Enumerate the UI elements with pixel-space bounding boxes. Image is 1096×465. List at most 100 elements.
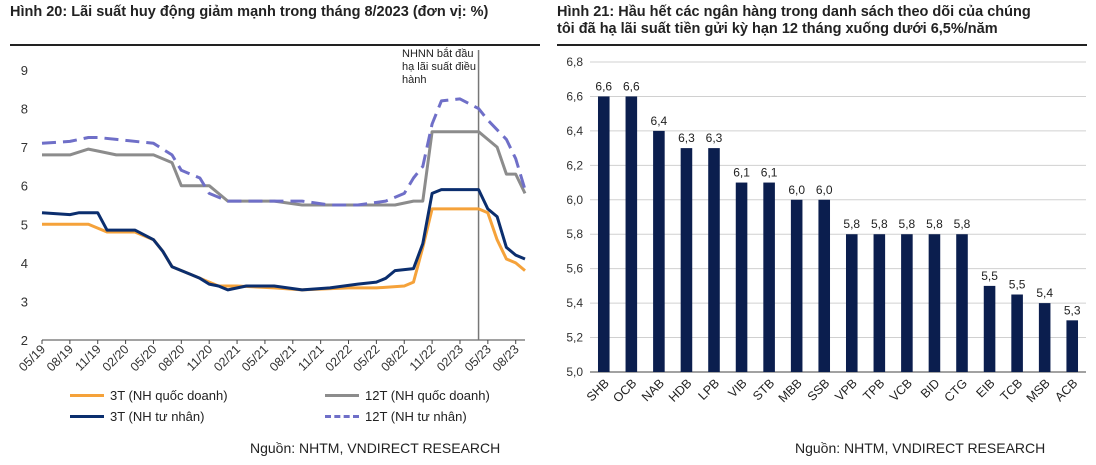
bar-category-label: VCB	[887, 376, 915, 404]
right-y-tick-label: 6,6	[566, 89, 583, 103]
bar-category-label: SHB	[584, 376, 612, 404]
bar-value-label: 5,3	[1064, 303, 1081, 317]
policy-annotation-line: NHNN bắt đầu	[402, 47, 474, 60]
left-x-tick-label: 02/23	[434, 342, 466, 374]
bar-acb	[1066, 320, 1079, 372]
bar-category-label: EIB	[974, 376, 998, 400]
right-y-tick-label: 6,4	[566, 124, 583, 138]
bar-value-label: 5,8	[899, 217, 916, 231]
policy-annotation-line: hành	[402, 74, 426, 86]
bar-value-label: 6,0	[788, 183, 805, 197]
bar-category-label: VPB	[832, 376, 860, 404]
left-x-tick-label: 05/23	[462, 342, 494, 374]
left-x-tick-label: 05/21	[239, 342, 271, 374]
bar-value-label: 6,4	[651, 114, 668, 128]
left-legend: 3T (NH quốc doanh) 12T (NH quốc doanh) 3…	[0, 388, 540, 438]
right-source: Nguồn: NHTM, VNDIRECT RESEARCH	[795, 440, 1046, 456]
bar-category-label: STB	[750, 376, 777, 403]
left-source: Nguồn: NHTM, VNDIRECT RESEARCH	[250, 440, 501, 456]
right-y-tick-label: 6,0	[566, 193, 583, 207]
legend-swatch-12t-tu-nhan	[325, 415, 359, 418]
left-line-chart: 2345678905/1908/1911/1902/2005/2008/2011…	[16, 47, 527, 374]
bar-value-label: 6,6	[595, 79, 612, 93]
bar-ssb	[818, 199, 831, 372]
bar-value-label: 5,5	[981, 269, 998, 283]
right-y-tick-label: 5,0	[566, 365, 583, 379]
bar-value-label: 5,8	[926, 217, 943, 231]
legend-item-3t-quoc-doanh: 3T (NH quốc doanh)	[70, 388, 228, 403]
bar-category-label: TCB	[998, 376, 1026, 404]
left-x-tick-label: 11/22	[407, 342, 438, 373]
bar-value-label: 5,5	[1009, 278, 1026, 292]
left-y-tick-label: 5	[21, 217, 28, 232]
left-title-rule	[10, 44, 540, 46]
bar-value-label: 6,6	[623, 79, 640, 93]
left-x-tick-label: 02/22	[323, 342, 355, 374]
series-line-2	[41, 188, 526, 292]
bar-category-label: ACB	[1052, 376, 1080, 404]
bar-value-label: 6,1	[733, 166, 750, 180]
left-x-tick-label: 08/22	[378, 342, 410, 374]
bar-value-label: 5,8	[871, 217, 888, 231]
left-x-tick-label: 11/19	[72, 342, 103, 373]
bar-mbb	[790, 199, 803, 372]
series-line-3	[41, 97, 527, 207]
right-chart-title-line1: Hình 21: Hầu hết các ngân hàng trong dan…	[557, 4, 1031, 20]
bar-ocb	[625, 96, 638, 372]
bar-category-label: MSB	[1024, 376, 1053, 405]
policy-annotation-line: hạ lãi suất điều	[402, 61, 476, 73]
legend-swatch-3t-quoc-doanh	[70, 394, 104, 397]
legend-label-12t-quoc-doanh: 12T (NH quốc doanh)	[365, 388, 490, 403]
bar-category-label: CTG	[942, 376, 971, 405]
right-bar-chart: 5,0 5,2 5,4 5,6 5,8 6,0 6,2 6,4 6,6 6,8 6,6 SHB 6,6 O…	[566, 55, 1086, 405]
bar-value-label: 6,3	[678, 131, 695, 145]
right-title-rule	[557, 44, 1087, 46]
left-x-tick-label: 11/20	[184, 342, 215, 373]
bar-category-label: HDB	[666, 376, 695, 405]
bar-tpb	[873, 234, 886, 372]
right-y-tick-label: 5,2	[566, 331, 583, 345]
right-y-tick-label: 6,2	[566, 158, 583, 172]
left-x-tick-label: 02/20	[100, 342, 132, 374]
bar-category-label: MBB	[776, 376, 805, 405]
bar-lpb	[708, 148, 720, 372]
legend-swatch-12t-quoc-doanh	[325, 394, 359, 397]
bar-tcb	[1011, 294, 1023, 372]
left-x-tick-label: 08/20	[155, 342, 187, 374]
left-chart-title: Hình 20: Lãi suất huy động giảm mạnh tro…	[10, 4, 489, 20]
left-y-tick-label: 2	[21, 333, 28, 348]
left-x-tick-label: 08/21	[267, 342, 299, 374]
right-y-tick-label: 6,8	[566, 55, 583, 69]
left-y-tick-label: 7	[21, 140, 28, 155]
bar-category-label: NAB	[639, 376, 667, 404]
bar-category-label: BID	[918, 376, 943, 401]
bar-shb	[597, 96, 610, 372]
bar-value-label: 5,4	[1036, 286, 1053, 300]
left-x-tick-label: 08/19	[44, 342, 76, 374]
bar-value-label: 6,3	[706, 131, 723, 145]
left-y-tick-label: 6	[21, 179, 28, 194]
left-x-tick-label: 05/20	[128, 342, 160, 374]
bar-ctg	[956, 234, 968, 372]
bar-category-label: VIB	[726, 376, 750, 400]
legend-label-12t-tu-nhan: 12T (NH tư nhân)	[365, 409, 467, 424]
bar-value-label: 6,0	[816, 183, 833, 197]
left-y-tick-label: 3	[21, 294, 28, 309]
left-x-tick-label: 02/21	[211, 342, 243, 374]
bar-category-label: OCB	[610, 376, 639, 405]
left-y-tick-label: 8	[21, 102, 28, 117]
legend-item-12t-quoc-doanh: 12T (NH quốc doanh)	[325, 388, 490, 403]
series-line-0	[42, 207, 526, 292]
series-line-1	[42, 130, 527, 207]
left-y-tick-label: 9	[21, 63, 28, 78]
right-y-tick-label: 5,4	[566, 296, 583, 310]
bar-value-label: 6,1	[761, 166, 778, 180]
bar-stb	[763, 182, 775, 372]
legend-swatch-3t-tu-nhan	[70, 415, 104, 418]
left-y-tick-label: 4	[21, 256, 28, 271]
right-y-tick-label: 5,6	[566, 262, 583, 276]
legend-item-3t-tu-nhan: 3T (NH tư nhân)	[70, 409, 204, 424]
legend-item-12t-tu-nhan: 12T (NH tư nhân)	[325, 409, 467, 424]
bar-value-label: 5,8	[843, 217, 860, 231]
bar-category-label: TPB	[860, 376, 887, 403]
